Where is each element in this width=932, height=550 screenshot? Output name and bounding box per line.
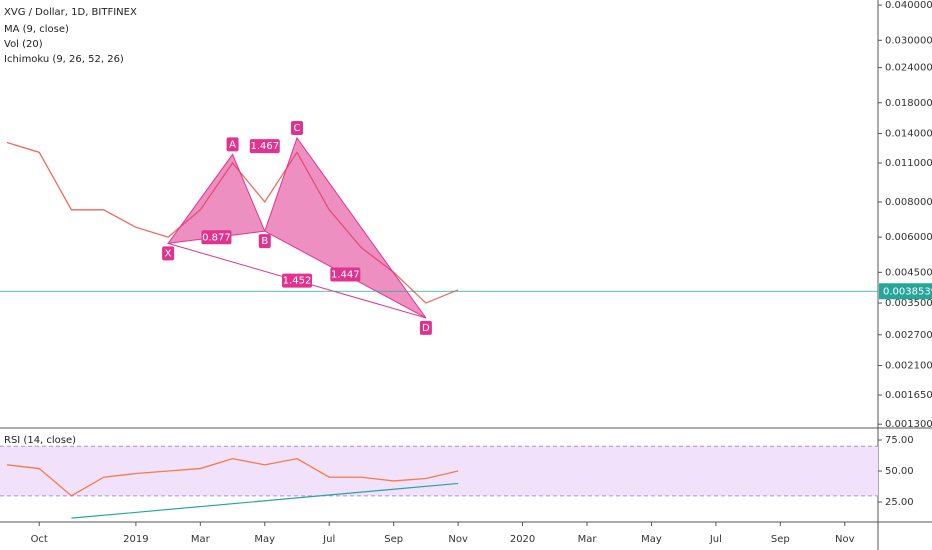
x-tick-label: 2020: [510, 534, 535, 545]
point-label-box: [226, 137, 239, 152]
point-label: B: [261, 236, 268, 247]
y-tick-label: 0.01800000: [885, 98, 932, 109]
x-tick-label: Nov: [835, 534, 855, 545]
x-tick-label: Sep: [384, 534, 403, 545]
point-label-box: [419, 320, 432, 335]
y-tick-label: 0.00350000: [885, 298, 932, 309]
x-tick-label: Sep: [771, 534, 790, 545]
y-tick-label: 0.03000000: [885, 35, 932, 46]
rsi-trendline: [71, 482, 459, 519]
y-tick-label: 0.00450000: [885, 267, 932, 278]
ratio-box: [330, 267, 361, 282]
x-tick-label: May: [641, 534, 662, 545]
rsi-title: RSI (14, close): [4, 435, 76, 446]
y-tick-label: 0.00270000: [885, 330, 932, 341]
ratio-box: [249, 139, 280, 154]
chart-title: XVG / Dollar, 1D, BITFINEX: [4, 7, 137, 18]
indicator-label: MA (9, close): [4, 24, 69, 35]
point-label: A: [229, 139, 236, 150]
point-label-box: [162, 246, 175, 261]
ratio-label: 0.877: [202, 232, 231, 243]
price-line: [6, 457, 459, 497]
ratio-label: 1.452: [283, 276, 312, 287]
y-tick-label: 75.00: [885, 435, 914, 446]
x-tick-label: May: [254, 534, 275, 545]
y-tick-label: 0.00165000: [885, 390, 932, 401]
x-tick-label: Mar: [191, 534, 211, 545]
y-tick-label: 0.00210000: [885, 361, 932, 372]
rsi-band: [0, 446, 878, 496]
point-label: C: [294, 123, 301, 134]
ratio-box: [201, 230, 232, 245]
ratio-label: 1.447: [331, 270, 360, 281]
ratio-box: [282, 273, 312, 288]
y-tick-label: 0.04000000: [885, 0, 932, 11]
y-tick-label: 0.01400000: [885, 128, 932, 139]
indicator-label: Ichimoku (9, 26, 52, 26): [4, 54, 124, 65]
y-tick-label: 0.00600000: [885, 232, 932, 243]
x-tick-label: Jul: [709, 534, 722, 545]
x-tick-label: Jul: [322, 534, 335, 545]
y-tick-label: 0.00800000: [885, 197, 932, 208]
y-tick-label: 0.02400000: [885, 63, 932, 74]
y-tick-label: 0.01100000: [885, 158, 932, 169]
x-tick-label: Oct: [31, 534, 48, 545]
x-tick-label: Nov: [448, 534, 468, 545]
y-tick-label: 0.00130000: [885, 419, 932, 430]
point-label: X: [165, 248, 172, 259]
y-tick-label: 50.00: [885, 466, 914, 477]
x-tick-label: Mar: [578, 534, 598, 545]
y-tick-label: 25.00: [885, 497, 914, 508]
point-label: D: [422, 323, 430, 334]
x-tick-label: 2019: [123, 534, 148, 545]
last-price-label: 0.00385390: [883, 286, 932, 297]
last-price-box: [879, 283, 932, 300]
point-label-box: [258, 234, 271, 249]
indicator-label: Vol (20): [4, 39, 43, 50]
ratio-label: 1.467: [250, 141, 279, 152]
point-label-box: [291, 120, 303, 135]
